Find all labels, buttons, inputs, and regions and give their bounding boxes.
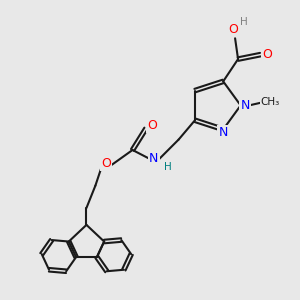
Text: O: O: [262, 48, 272, 61]
Text: H: H: [239, 17, 247, 27]
Text: N: N: [240, 99, 250, 112]
Text: O: O: [229, 23, 238, 36]
Text: CH₃: CH₃: [261, 98, 280, 107]
Text: O: O: [148, 119, 158, 132]
Text: H: H: [164, 162, 172, 172]
Text: N: N: [149, 152, 159, 165]
Text: N: N: [218, 126, 228, 139]
Text: O: O: [101, 157, 111, 170]
